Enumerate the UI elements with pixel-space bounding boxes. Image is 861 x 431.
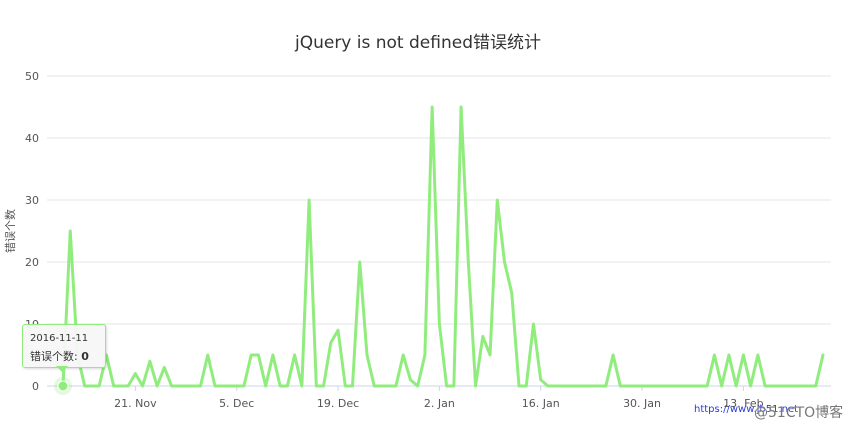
y-tick-label: 50 — [25, 70, 39, 83]
y-tick-label: 0 — [32, 380, 39, 393]
grid-lines — [47, 75, 831, 325]
series-line — [61, 105, 825, 388]
data-point[interactable] — [57, 380, 69, 392]
x-tick-label: 5. Dec — [219, 397, 254, 410]
tooltip-arrow — [56, 366, 68, 372]
tooltip-value: 0 — [81, 350, 89, 363]
x-axis-ticks: 21. Nov 5. Dec 19. Dec 2. Jan 16. Jan 30. Jan… — [114, 386, 764, 410]
watermark-brand: @51CTO博客 — [754, 405, 844, 421]
x-tick-label: 30. Jan — [623, 397, 661, 410]
tooltip-date: 2016-11-11 — [30, 333, 89, 344]
tooltip-label: 错误个数: — [30, 350, 82, 363]
chart-title: jQuery is not defined错误统计 — [294, 33, 541, 53]
tooltip: 2016-11-11 错误个数: 0 — [22, 324, 106, 368]
tooltip-row: 错误个数: 0 — [30, 348, 89, 364]
y-tick-label: 40 — [25, 132, 39, 145]
x-tick-label: 13. Feb — [723, 397, 763, 410]
x-tick-label: 19. Dec — [317, 397, 359, 410]
y-tick-label: 30 — [25, 194, 39, 207]
y-axis-label: 错误个数 — [3, 209, 17, 253]
x-tick-label: 16. Jan — [522, 397, 560, 410]
x-tick-label: 2. Jan — [424, 397, 455, 410]
watermark-url: https://www.jb51.net — [694, 404, 799, 415]
x-tick-label: 21. Nov — [114, 397, 157, 410]
y-tick-label: 20 — [25, 256, 39, 269]
series-group — [54, 105, 825, 395]
